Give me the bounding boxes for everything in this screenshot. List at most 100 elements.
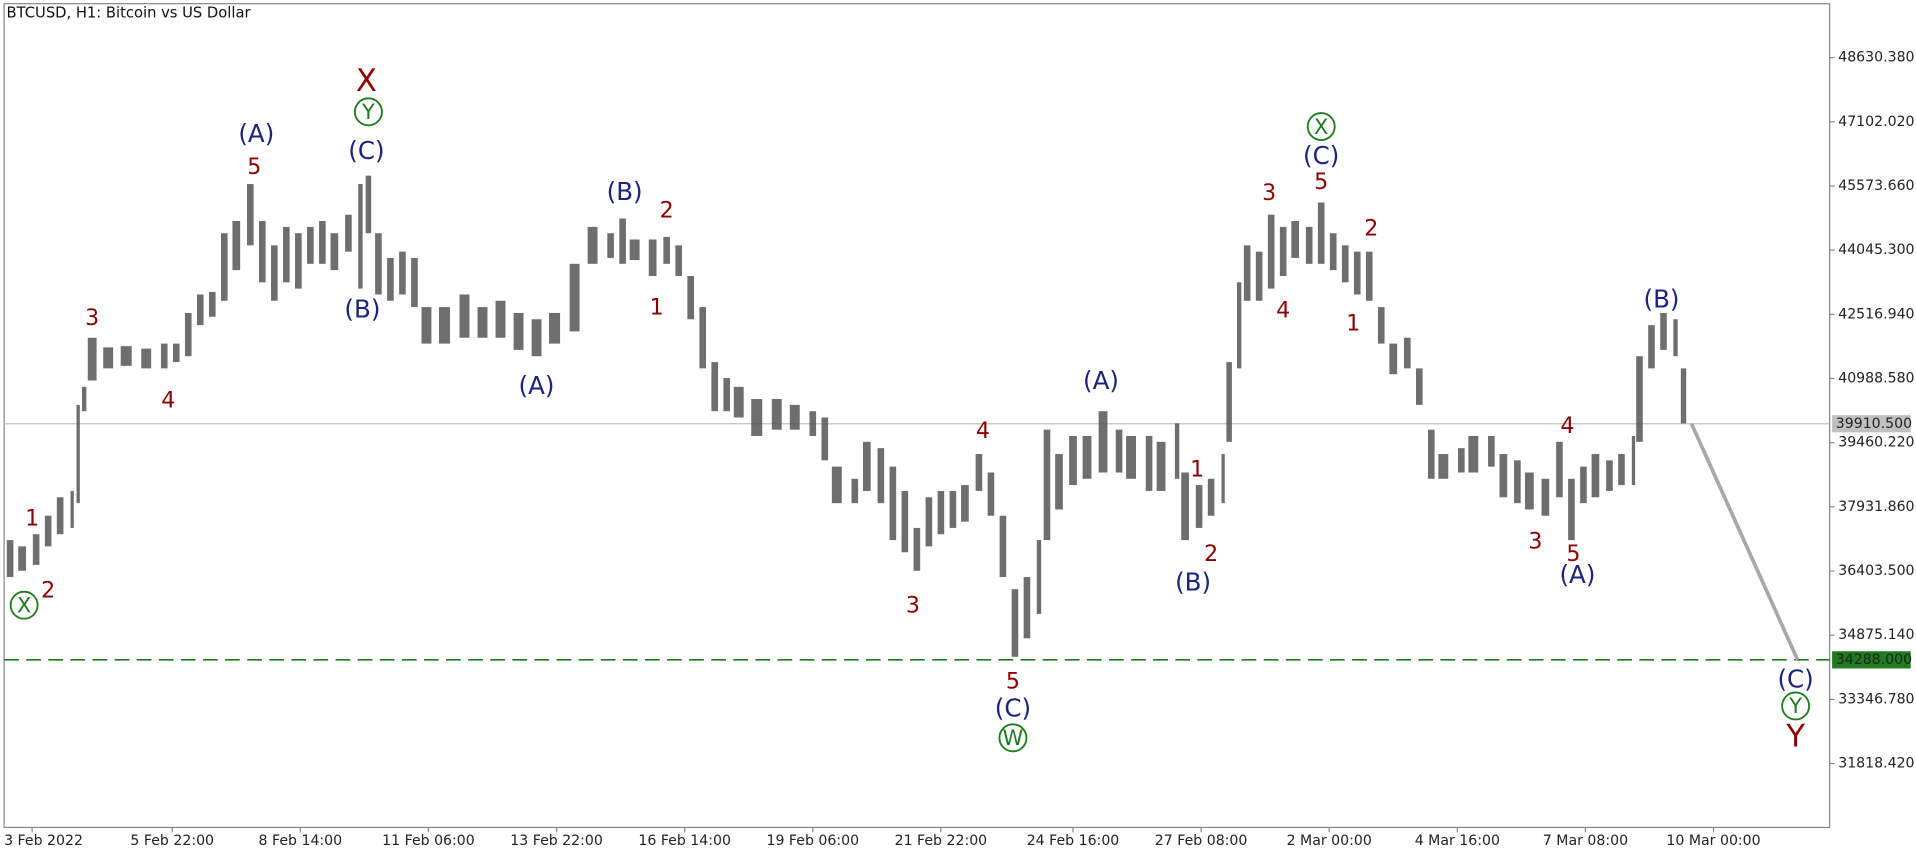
wave-label: 3 bbox=[1528, 529, 1542, 555]
price-bar bbox=[1353, 251, 1361, 295]
price-bar bbox=[1660, 312, 1667, 350]
price-bar bbox=[399, 251, 406, 295]
price-bar bbox=[1631, 435, 1636, 486]
price-bar bbox=[1145, 435, 1153, 491]
price-bar bbox=[1174, 423, 1180, 479]
price-bar bbox=[1305, 226, 1313, 264]
price-bar bbox=[1126, 435, 1137, 479]
price-bar bbox=[937, 490, 945, 535]
price-bar bbox=[1267, 214, 1275, 289]
price-bar bbox=[821, 417, 829, 461]
price-bar bbox=[1255, 251, 1263, 301]
wave-label: 1 bbox=[1346, 310, 1360, 336]
price-bar bbox=[607, 233, 614, 258]
wave-label: (C) bbox=[1777, 664, 1813, 693]
price-bar bbox=[862, 441, 871, 491]
wave-label: 1 bbox=[1190, 456, 1204, 482]
price-bar bbox=[1673, 319, 1678, 357]
wave-label: 2 bbox=[1204, 541, 1218, 567]
price-bar bbox=[421, 307, 432, 344]
wave-label: 4 bbox=[976, 418, 990, 444]
wave-label: Y bbox=[1785, 719, 1805, 754]
price-bar bbox=[1341, 245, 1349, 283]
price-bar bbox=[1568, 478, 1575, 541]
price-bar bbox=[1365, 251, 1373, 301]
price-bar bbox=[1226, 362, 1232, 442]
price-bar bbox=[1606, 460, 1613, 491]
price-bar bbox=[723, 378, 731, 412]
wave-label: W bbox=[1003, 726, 1024, 750]
price-bar bbox=[1458, 448, 1465, 473]
wave-label: 3 bbox=[906, 592, 920, 618]
price-bar bbox=[711, 362, 719, 412]
price-bar bbox=[32, 534, 40, 565]
wave-label: 2 bbox=[41, 578, 55, 604]
price-bar bbox=[330, 233, 339, 271]
price-bar bbox=[184, 312, 192, 357]
price-bar bbox=[477, 307, 488, 338]
price-bar bbox=[345, 214, 352, 252]
price-bar bbox=[569, 263, 580, 332]
price-bar bbox=[295, 233, 302, 289]
price-bar bbox=[160, 343, 168, 369]
price-bar bbox=[851, 478, 859, 504]
chart-title: BTCUSD, H1: Bitcoin vs US Dollar bbox=[7, 5, 252, 22]
price-bar bbox=[1524, 472, 1534, 510]
price-bar bbox=[87, 337, 97, 381]
price-bar bbox=[901, 490, 909, 553]
wave-label: (B) bbox=[607, 177, 643, 206]
price-bar bbox=[1082, 435, 1092, 479]
price-bar bbox=[1618, 454, 1625, 486]
price-bar bbox=[1011, 589, 1019, 657]
price-bar bbox=[619, 218, 626, 264]
price-bar bbox=[1055, 454, 1063, 510]
price-bar bbox=[1291, 221, 1300, 258]
price-bar bbox=[513, 312, 524, 350]
y-tick-label: 48630.380 bbox=[1838, 50, 1914, 66]
price-bar bbox=[232, 221, 241, 271]
price-bar bbox=[375, 233, 382, 295]
price-bar bbox=[141, 348, 152, 369]
price-bar bbox=[6, 540, 14, 578]
price-bar bbox=[56, 497, 64, 535]
x-tick-label: 7 Mar 08:00 bbox=[1543, 833, 1628, 849]
price-bar bbox=[949, 490, 957, 528]
price-bar bbox=[699, 307, 706, 369]
x-tick-label: 8 Feb 14:00 bbox=[259, 833, 343, 849]
price-bar bbox=[961, 485, 969, 522]
price-bar bbox=[1221, 454, 1225, 504]
wave-label: (C) bbox=[995, 694, 1031, 723]
wave-circle bbox=[353, 97, 383, 127]
wave-label: X bbox=[356, 64, 377, 99]
y-tick-label: 37931.860 bbox=[1838, 499, 1914, 515]
price-bar bbox=[1389, 343, 1398, 375]
price-bar bbox=[1428, 429, 1435, 479]
price-bar bbox=[531, 319, 542, 357]
support-label-box bbox=[1832, 651, 1911, 669]
wave-label: X bbox=[1314, 115, 1328, 139]
price-bar bbox=[196, 294, 204, 326]
wave-label: 1 bbox=[650, 294, 664, 320]
wave-label: Y bbox=[361, 100, 375, 124]
current_price-label: 39910.500 bbox=[1836, 416, 1912, 432]
wave-circle bbox=[9, 590, 39, 620]
price-bar bbox=[1317, 202, 1325, 264]
price-bar bbox=[1499, 454, 1508, 498]
price-bar bbox=[283, 226, 290, 283]
price-bar bbox=[172, 343, 180, 363]
price-bar bbox=[549, 312, 561, 344]
y-tick-label: 42516.940 bbox=[1838, 306, 1914, 322]
wave-label: 2 bbox=[660, 197, 674, 223]
price-bar bbox=[877, 448, 885, 504]
price-bar bbox=[459, 294, 470, 338]
wave-label: (C) bbox=[348, 136, 384, 165]
wave-label: (A) bbox=[238, 119, 274, 148]
price-bar bbox=[1181, 472, 1189, 541]
price-bar bbox=[18, 546, 26, 571]
price-bar bbox=[1556, 441, 1563, 498]
wave-label: 4 bbox=[1276, 298, 1290, 324]
wave-label: 4 bbox=[161, 388, 175, 414]
price-bar bbox=[1195, 485, 1203, 528]
price-bar bbox=[438, 307, 450, 344]
